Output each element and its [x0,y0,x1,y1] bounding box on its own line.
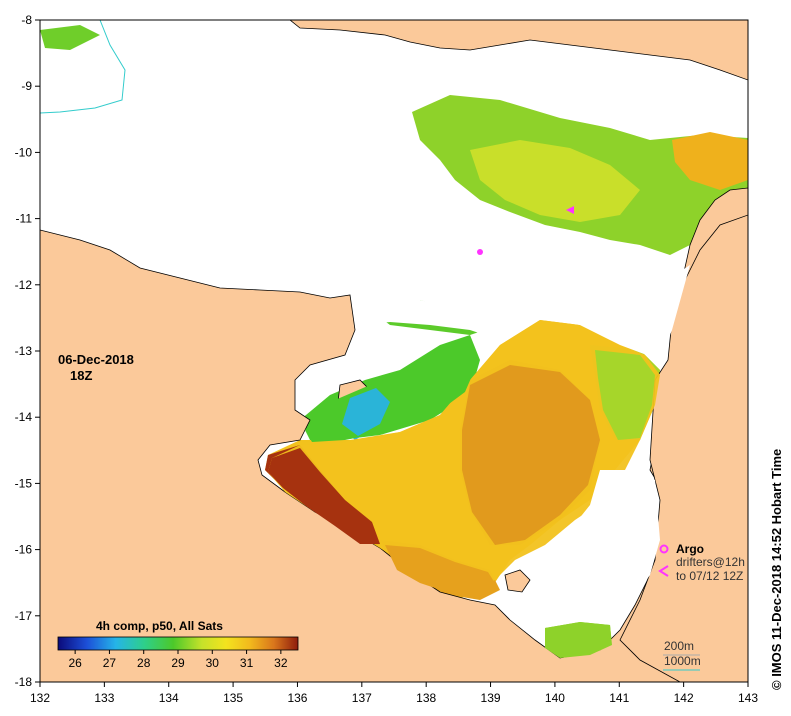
colorbar-tick-label: 26 [68,656,82,670]
sst-north-band-yellow [470,140,640,222]
no-data-gap-east [530,470,660,620]
contour-200m-label: 200m [664,639,694,653]
credit-text: © IMOS 11-Dec-2018 14:52 Hobart Time [769,449,784,690]
sst-north-east-orange [672,132,748,190]
colorbar-tick-label: 31 [240,656,254,670]
x-tick-label: 142 [674,691,694,705]
sst-gulf-overlay-orange [462,365,600,545]
land-wellesley-islands [504,569,531,593]
drifter-marker [566,206,574,214]
colorbar-tick-label: 27 [103,656,117,670]
argo-float-marker [477,249,483,255]
y-tick-label: -15 [15,476,33,490]
sst-gulf-south-tip [545,622,612,658]
drifter-legend-icon [658,565,669,577]
sst-topleft-speckle [40,25,100,50]
x-axis: 132 133 134 135 136 137 138 139 140 141 142 143 [30,682,758,705]
sst-gulf-overlay-east-green [595,350,655,440]
drifters-legend-label: drifters@12h [676,555,745,569]
map-date: 06-Dec-2018 [58,352,134,367]
x-tick-label: 140 [545,691,565,705]
colorbar-tick-label: 29 [171,656,185,670]
y-tick-label: -8 [21,13,32,27]
drifters-range-label: to 07/12 12Z [676,569,743,583]
sst-gulf-overlay-south-orange [385,545,498,597]
colorbar-ticks: 26 27 28 29 30 31 32 [68,650,288,670]
contour-1000m-line [40,20,126,114]
argo-legend-label: Argo [676,542,704,556]
x-tick-label: 134 [159,691,179,705]
colorbar-tick-label: 32 [274,656,288,670]
y-tick-label: -10 [15,145,33,159]
sst-gulf-overlay-cyan [342,388,390,436]
colorbar-tick-label: 28 [137,656,151,670]
colorbar: 4h comp, p50, All Sats 26 27 28 29 30 31 32 [57,619,299,670]
y-tick-label: -18 [15,675,33,689]
argo-markers [477,206,574,255]
x-tick-label: 138 [416,691,436,705]
y-tick-label: -17 [15,609,33,623]
x-tick-label: 139 [481,691,501,705]
marker-legend: Argo drifters@12h to 07/12 12Z 200m 1000… [658,542,745,671]
x-tick-label: 137 [352,691,372,705]
x-tick-label: 132 [30,691,50,705]
x-tick-label: 143 [738,691,758,705]
y-tick-label: -9 [21,79,32,93]
y-tick-label: -12 [15,278,33,292]
map-time: 18Z [70,368,92,383]
y-tick-label: -11 [16,212,33,226]
x-tick-label: 136 [287,691,307,705]
x-tick-label: 141 [609,691,629,705]
y-tick-label: -13 [15,344,33,358]
y-tick-label: -16 [15,543,33,557]
y-tick-label: -14 [15,410,33,424]
land-new-guinea [289,20,748,81]
argo-legend-icon [659,544,669,554]
x-tick-label: 133 [94,691,114,705]
colorbar-title: 4h comp, p50, All Sats [96,619,223,633]
colorbar-tick-label: 30 [206,656,220,670]
y-axis: -8 -9 -10 -11 -12 -13 -14 -15 -16 -17 -18 [15,13,40,689]
no-data-gap-north [355,265,690,360]
contour-1000m-label: 1000m [664,654,701,668]
x-tick-label: 135 [223,691,243,705]
colorbar-ramp [57,636,299,651]
sst-gulf-overlay-warm [268,448,380,544]
